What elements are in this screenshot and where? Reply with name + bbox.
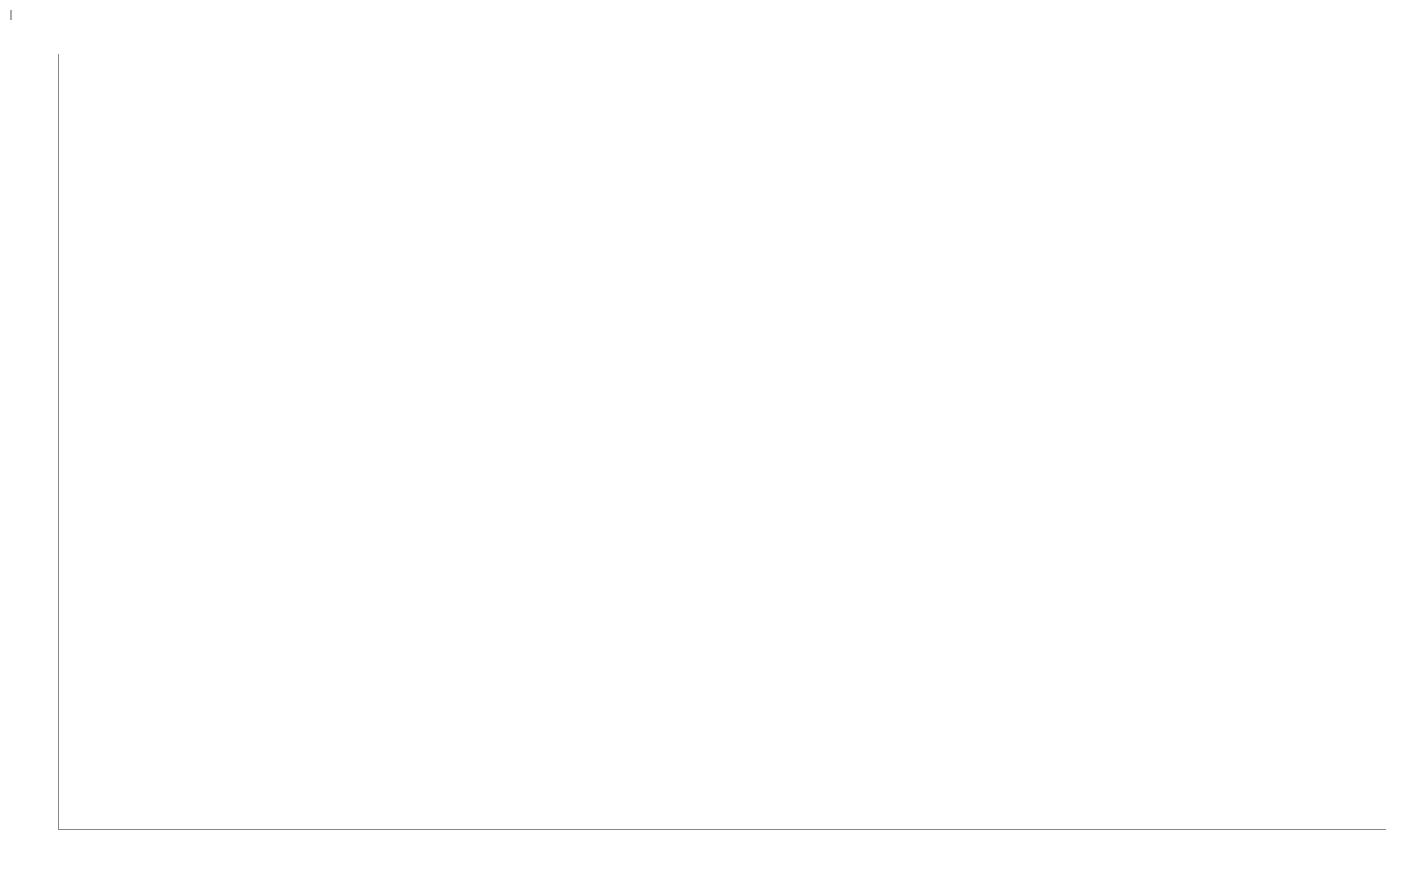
plot-area <box>58 54 1386 830</box>
chart-container <box>10 10 1396 882</box>
stats-box <box>10 10 12 20</box>
